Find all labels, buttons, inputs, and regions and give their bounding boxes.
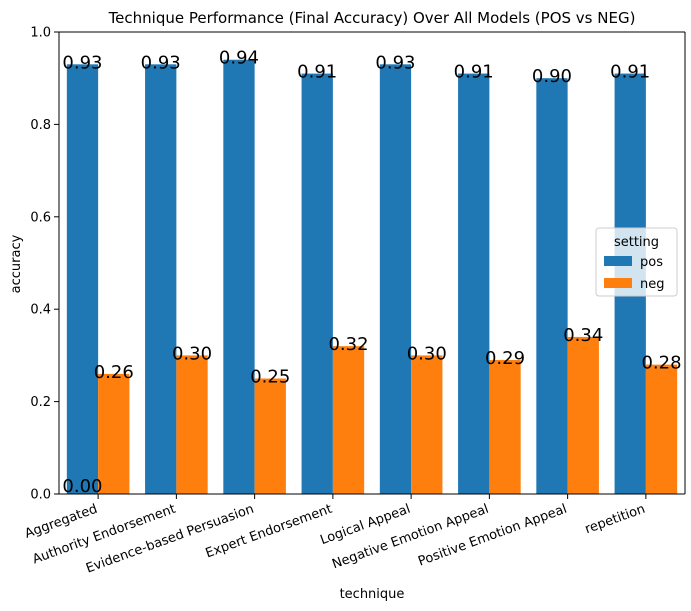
data-label-pos-2: 0.94 [219,48,259,69]
data-label-neg-7: 0.28 [641,353,681,374]
data-label-neg-2: 0.25 [250,367,290,388]
y-tick-label-1: 0.2 [30,395,51,410]
bar-neg-7 [645,364,678,494]
chart-title: Technique Performance (Final Accuracy) O… [108,9,636,27]
legend-label-pos: pos [640,255,663,270]
bar-neg-6 [567,336,599,494]
y-tick-label-4: 0.8 [30,118,51,133]
bar-pos-1 [145,64,177,494]
bar-neg-0 [98,373,130,494]
x-tick-label-7: repetition [583,502,647,538]
y-tick-label-3: 0.6 [30,210,51,225]
bar-neg-2 [254,378,286,494]
legend-title: setting [614,235,659,250]
legend: setting pos neg [595,227,678,297]
data-label-neg-4: 0.30 [407,343,447,364]
bar-pos-2 [223,59,255,494]
data-label-pos-6: 0.90 [532,66,572,87]
x-tick-label-3: Expert Endorsement [204,502,335,562]
plot-area: 0.93 0.93 0.94 0.91 0.93 0.91 0.90 0.91 0.26 0.30… [23,26,686,576]
data-label-neg-3: 0.32 [328,334,368,355]
bar-neg-1 [176,355,208,494]
data-label-extra-0: 0.00 [62,476,102,497]
legend-label-neg: neg [640,277,665,292]
bar-neg-5 [489,360,521,494]
bar-pos-4 [379,64,412,494]
x-axis-title: technique [340,587,405,602]
data-label-neg-5: 0.29 [485,348,525,369]
data-label-neg-0: 0.26 [94,362,134,383]
data-label-pos-0: 0.93 [62,52,102,73]
data-label-neg-1: 0.30 [172,343,212,364]
bar-pos-6 [536,78,568,494]
x-tick-label-6: Positive Emotion Appeal [416,502,569,570]
bar-pos-3 [301,73,333,494]
data-label-neg-6: 0.34 [563,325,603,346]
y-tick-label-2: 0.4 [30,303,51,318]
legend-swatch-neg [604,278,632,288]
data-label-pos-5: 0.91 [454,62,494,83]
y-tick-label-5: 1.0 [30,26,51,41]
y-axis-title: accuracy [9,234,24,293]
data-label-pos-1: 0.93 [141,52,181,73]
bar-neg-4 [411,355,443,494]
bar-pos-0 [66,64,99,494]
data-label-pos-7: 0.91 [610,62,650,83]
legend-swatch-pos [604,256,632,266]
data-label-pos-4: 0.93 [375,52,415,73]
y-tick-label-0: 0.0 [30,488,51,503]
bar-pos-5 [458,73,490,494]
bar-neg-3 [332,346,365,494]
data-label-pos-3: 0.91 [297,62,337,83]
